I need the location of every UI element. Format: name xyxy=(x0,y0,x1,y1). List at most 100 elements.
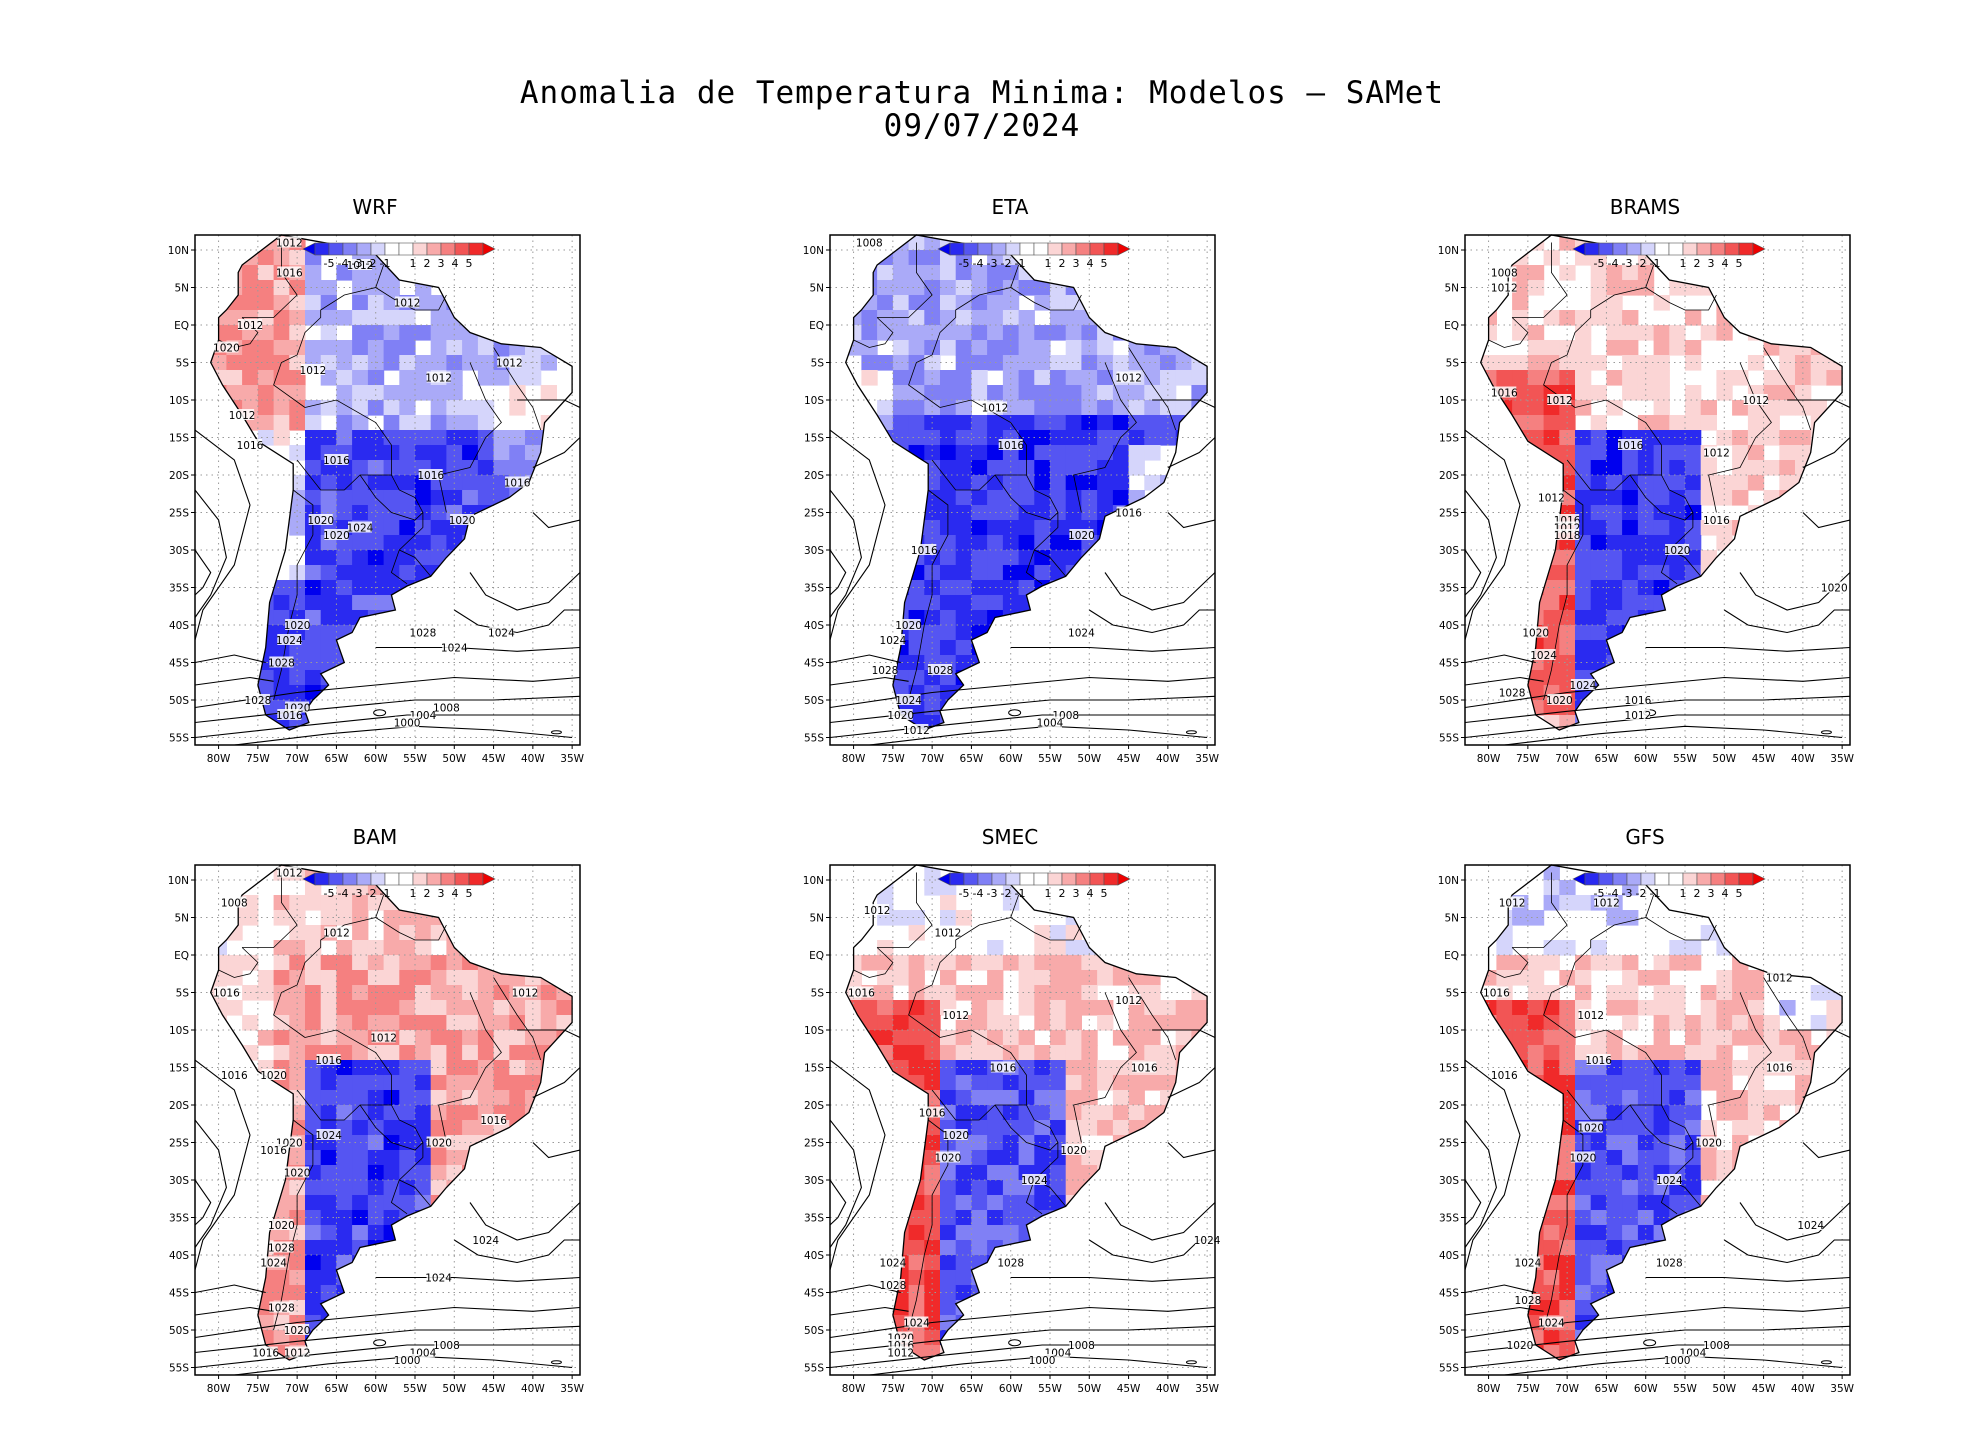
isobar-label: 1020 xyxy=(895,620,922,632)
panel-smec: SMEC 10121012101210161012101210161016101… xyxy=(800,825,1220,1405)
colorbar: -5 -4 -3 -2 -1 1 2 3 4 5 xyxy=(302,872,496,900)
isobar-label: 1016 xyxy=(260,1145,287,1157)
isobar-label: 1016 xyxy=(252,1348,279,1360)
lat-tick-label: 25S xyxy=(1439,1138,1459,1150)
panel-gfs: GFS 1012 1012 1012 1016 1012 1016 1016 1016 1020… xyxy=(1435,825,1855,1405)
lat-tick-label: 25S xyxy=(169,508,189,520)
colorbar-label: -2 xyxy=(366,887,377,900)
lon-tick-label: 70W xyxy=(920,753,944,765)
isobar-label: 1020 xyxy=(284,1168,311,1180)
isobar-label: 1024 xyxy=(895,695,922,707)
isobar-label: 1016 xyxy=(417,470,444,482)
isobar-label: 1016 xyxy=(990,1063,1017,1075)
isobar-label: 1000 xyxy=(1664,1355,1691,1367)
lon-tick-label: 60W xyxy=(999,753,1023,765)
grid-lines xyxy=(1465,865,1850,1375)
isobar-label: 1012 xyxy=(512,988,539,1000)
lat-tick-label: 25S xyxy=(804,508,824,520)
isobar-label: 1012 xyxy=(982,403,1009,415)
lat-tick-label: 20S xyxy=(804,1100,824,1112)
lat-tick-label: 10N xyxy=(1438,875,1459,887)
isobar-label: 1020 xyxy=(1664,545,1691,557)
figure-title: Anomalia de Temperatura Minima: Modelos … xyxy=(519,75,1445,111)
isobar-label: 1028 xyxy=(268,1243,295,1255)
colorbar: -5 -4 -3 -2 -1 1 2 3 4 5 xyxy=(1572,872,1766,900)
isobar-label: 1000 xyxy=(1029,1355,1056,1367)
lat-tick-label: 20S xyxy=(169,1100,189,1112)
isobar-label: 1016 xyxy=(1703,515,1730,527)
isobar-label: 1020 xyxy=(307,515,334,527)
isobar-label: 1012 xyxy=(276,238,303,250)
map-frame xyxy=(1464,234,1851,746)
lat-tick-label: 30S xyxy=(1439,1175,1459,1187)
isobar-label: 1016 xyxy=(1625,695,1652,707)
isobar-label: 1028 xyxy=(927,665,954,677)
colorbar-label: -5 xyxy=(1594,257,1605,270)
lon-tick-label: 40W xyxy=(1156,1383,1180,1395)
isobar-label: 1012 xyxy=(1546,395,1573,407)
colorbar-label: 2 xyxy=(424,257,431,270)
lon-tick-label: 55W xyxy=(403,753,427,765)
isobar-label: 1016 xyxy=(276,710,303,722)
lon-tick-label: 40W xyxy=(1791,1383,1815,1395)
isobar-label: 1024 xyxy=(1068,628,1095,640)
isobar-label: 1012 xyxy=(1577,1010,1604,1022)
colorbar-label: 3 xyxy=(438,257,445,270)
panel-wrf: WRF 1012 1016 1012 1012 1012 1020 1012 1012 1012… xyxy=(165,195,585,775)
lat-tick-label: EQ xyxy=(809,320,824,332)
coastline xyxy=(844,864,1208,1361)
isobar-label: 1012 xyxy=(276,868,303,880)
lon-tick-label: 60W xyxy=(999,1383,1023,1395)
isobar-label: 1024 xyxy=(1797,1220,1824,1232)
isobar-label: 1012 xyxy=(300,365,327,377)
lat-tick-label: 45S xyxy=(169,658,189,670)
colorbar-label: -3 xyxy=(352,887,363,900)
isobar-label: 1008 xyxy=(1068,1340,1095,1352)
colorbar-label: 1 xyxy=(1680,257,1687,270)
isobar-label: 1016 xyxy=(480,1115,507,1127)
isobar-label: 1024 xyxy=(315,1130,342,1142)
isobar-label: 1016 xyxy=(1491,388,1518,400)
isobar-label: 1020 xyxy=(1695,1138,1722,1150)
isobar-label: 1028 xyxy=(268,1303,295,1315)
lon-tick-label: 65W xyxy=(1595,1383,1619,1395)
lon-tick-label: 35W xyxy=(1830,1383,1854,1395)
isobar-label: 1016 xyxy=(276,268,303,280)
isobar-label: 1016 xyxy=(1617,440,1644,452)
lat-tick-label: 5S xyxy=(811,988,825,1000)
isobar-label: 1012 xyxy=(1593,898,1620,910)
lat-tick-label: 15S xyxy=(804,433,824,445)
lat-tick-label: 25S xyxy=(169,1138,189,1150)
panel-brams: BRAMS 1008 1012 1016 1012 1012 1016 1012 1012 10… xyxy=(1435,195,1855,775)
isobar-label: 1016 xyxy=(919,1108,946,1120)
colorbar-label: -2 xyxy=(1001,257,1012,270)
falklands-islands xyxy=(1008,709,1022,717)
lat-tick-label: 55S xyxy=(804,733,824,745)
lat-tick-label: 30S xyxy=(804,545,824,557)
lon-tick-label: 75W xyxy=(881,753,905,765)
lon-tick-label: 80W xyxy=(842,753,866,765)
colorbar-label: -1 xyxy=(1650,887,1661,900)
isobar-label: 1020 xyxy=(268,1220,295,1232)
panel-title: BAM xyxy=(352,825,398,849)
isobar-label: 1008 xyxy=(221,898,248,910)
isobar-label: 1012 xyxy=(347,260,374,272)
lon-tick-label: 80W xyxy=(207,1383,231,1395)
lat-tick-label: 40S xyxy=(169,1250,189,1262)
isobar-label: 1024 xyxy=(1656,1175,1683,1187)
isobar-label: 1016 xyxy=(848,988,875,1000)
colorbar-label: 5 xyxy=(1736,887,1743,900)
colorbar-label: -2 xyxy=(366,257,377,270)
isobar-lines xyxy=(195,399,580,745)
isobar-label: 1012 xyxy=(237,320,264,332)
isobar-label: 1012 xyxy=(1115,373,1142,385)
colorbar: -5 -4 -3 -2 -1 1 2 3 4 5 xyxy=(302,242,496,270)
isobar-labels: 1008 1012 1012 1016 1016 1020 1016 1020 1024 1024… xyxy=(856,236,1142,737)
country-borders xyxy=(218,872,542,1331)
map-svg: 1012 1016 1012 1012 1012 1020 1012 1012 1012 1012… xyxy=(168,234,585,765)
south-georgia-island xyxy=(550,730,562,735)
lat-tick-label: 30S xyxy=(1439,545,1459,557)
lon-tick-label: 50W xyxy=(1712,1383,1736,1395)
isobar-label: 1024 xyxy=(880,1258,907,1270)
